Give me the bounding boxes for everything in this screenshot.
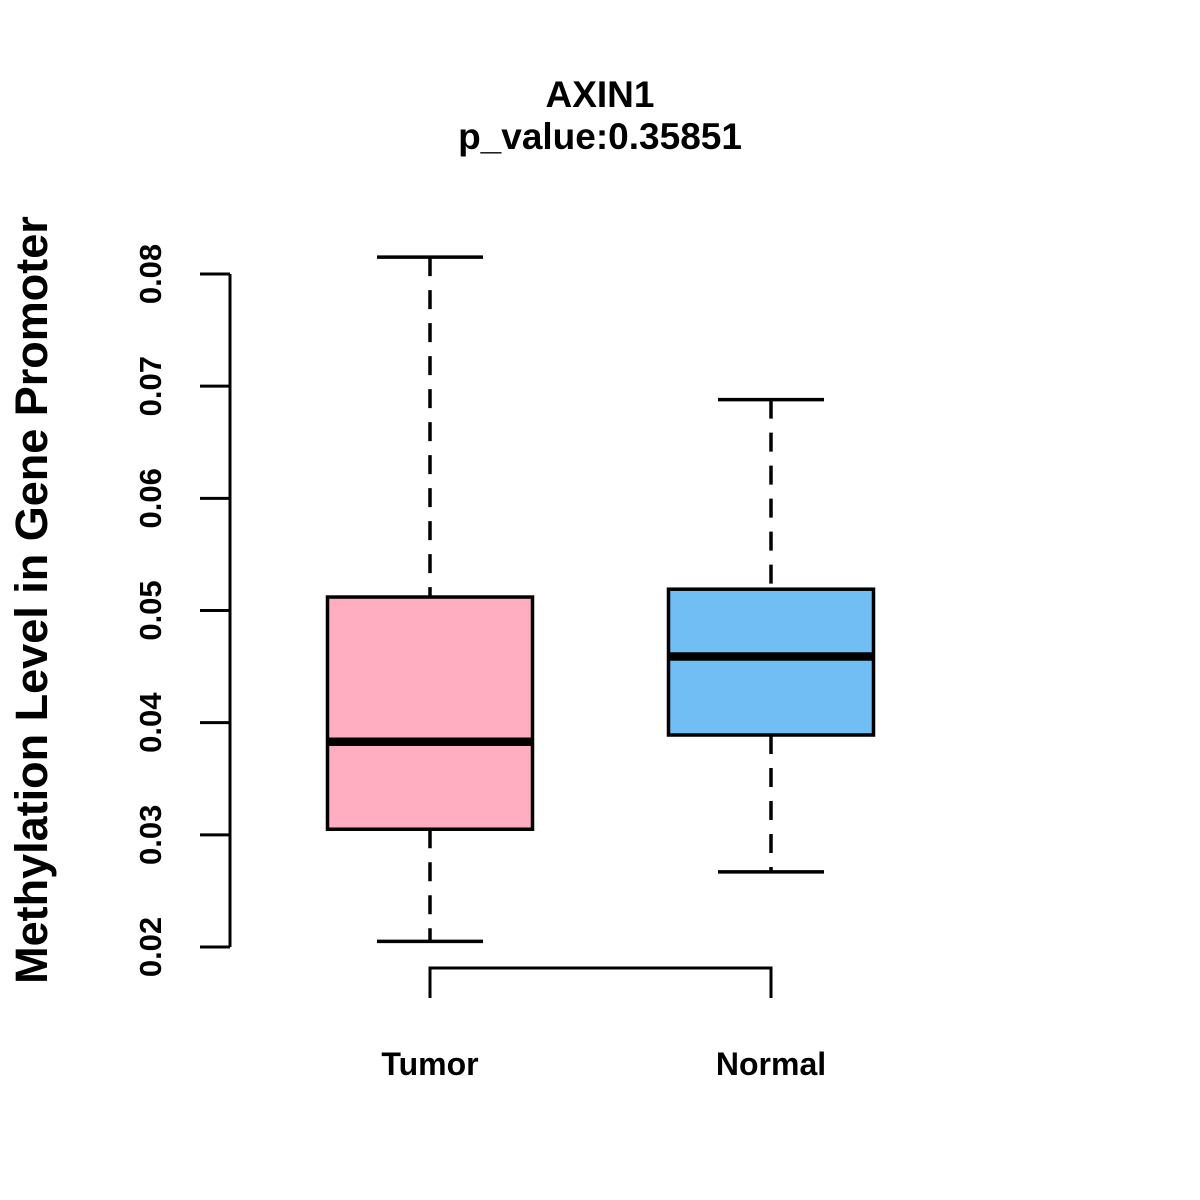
tumor-box bbox=[325, 595, 535, 831]
y-axis-tick-label: 0.07 bbox=[133, 356, 168, 416]
y-axis-tick-label: 0.03 bbox=[133, 805, 168, 865]
y-axis-tick-label: 0.05 bbox=[133, 580, 168, 640]
y-axis-tick-label: 0.08 bbox=[133, 244, 168, 304]
x-axis-bracket bbox=[428, 966, 773, 998]
chart-subtitle-pvalue: p_value:0.35851 bbox=[458, 116, 742, 157]
x-axis-label-tumor: Tumor bbox=[381, 1046, 478, 1082]
chart-title: AXIN1 bbox=[545, 74, 655, 115]
normal-box bbox=[666, 587, 876, 737]
x-axis-label-normal: Normal bbox=[716, 1046, 826, 1082]
y-axis-tick-label: 0.02 bbox=[133, 917, 168, 977]
y-axis-tick-label: 0.06 bbox=[133, 468, 168, 528]
y-axis-tick-label: 0.04 bbox=[133, 692, 168, 753]
